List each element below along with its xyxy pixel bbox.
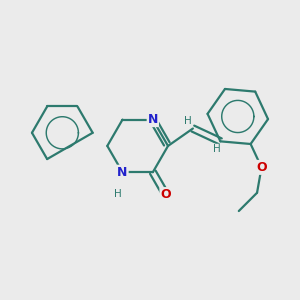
Text: O: O bbox=[256, 161, 267, 174]
Text: H: H bbox=[114, 189, 122, 199]
Text: N: N bbox=[117, 166, 128, 179]
Text: H: H bbox=[184, 116, 192, 126]
Text: H: H bbox=[213, 144, 220, 154]
Text: O: O bbox=[160, 188, 171, 201]
Text: N: N bbox=[148, 113, 158, 126]
